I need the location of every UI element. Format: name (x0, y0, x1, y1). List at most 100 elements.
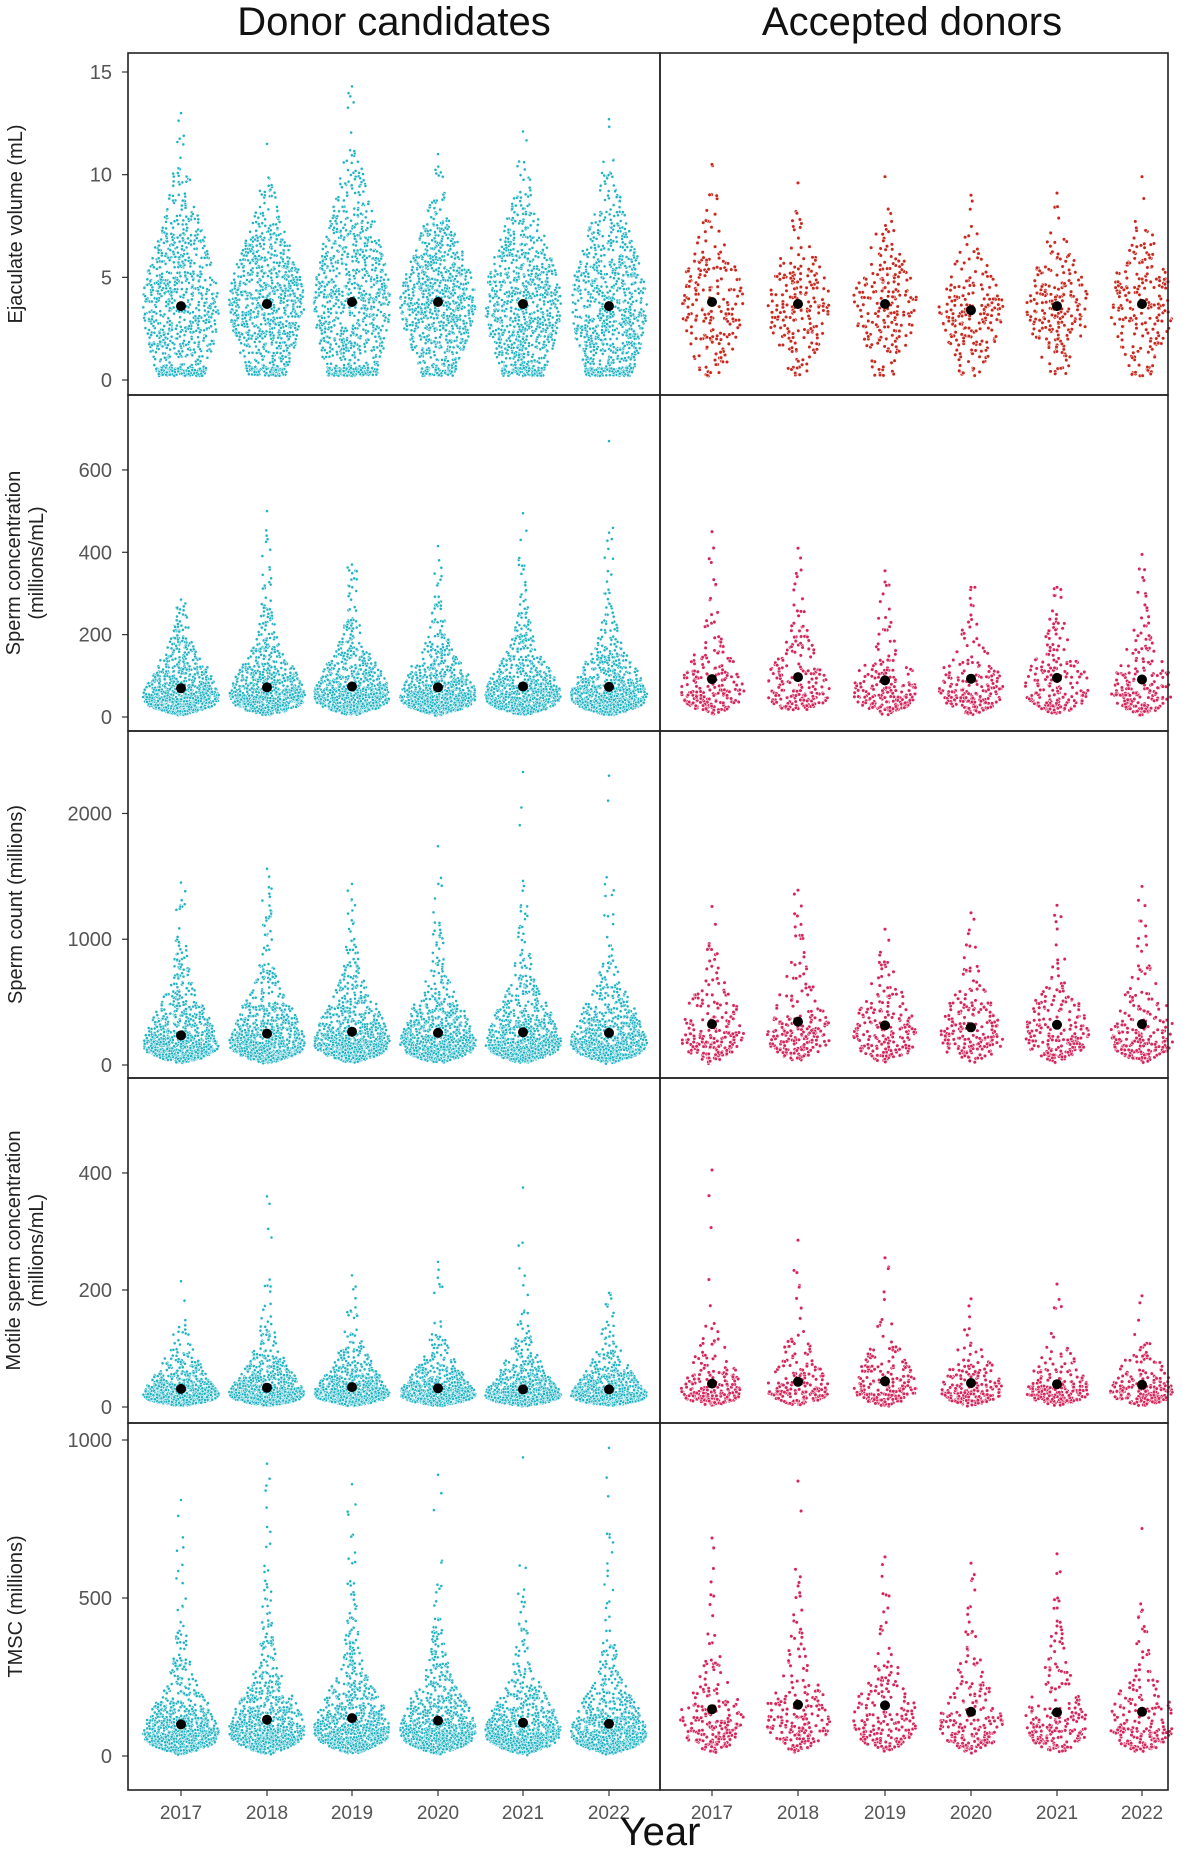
data-point (172, 306, 175, 309)
data-point (175, 282, 178, 285)
data-point (179, 264, 182, 267)
data-point (173, 347, 176, 350)
data-point (269, 233, 272, 236)
data-point (145, 298, 148, 301)
mean-marker-2017 (176, 301, 186, 311)
data-point (266, 275, 269, 278)
data-point (208, 320, 211, 323)
data-point (172, 261, 175, 264)
data-point (168, 197, 171, 200)
data-point (208, 304, 211, 307)
data-point (180, 288, 183, 291)
data-point (158, 244, 161, 247)
data-point (159, 278, 162, 281)
data-point (156, 240, 159, 243)
data-point (207, 310, 210, 313)
data-point (197, 218, 200, 221)
data-point (243, 336, 246, 339)
data-point (283, 230, 286, 233)
data-point (163, 292, 166, 295)
data-point (176, 246, 179, 249)
data-point (299, 300, 302, 303)
data-point (184, 206, 187, 209)
data-point (187, 372, 190, 375)
data-point (161, 260, 164, 263)
data-point (203, 244, 206, 247)
data-point (259, 334, 262, 337)
data-point (162, 287, 165, 290)
data-point (200, 297, 203, 300)
data-point (198, 265, 201, 268)
data-point (185, 229, 188, 232)
data-point (148, 336, 151, 339)
data-point (190, 337, 193, 340)
data-point (182, 293, 185, 296)
data-point (263, 190, 266, 193)
data-point (186, 353, 189, 356)
data-point (189, 262, 192, 265)
data-point (179, 275, 182, 278)
data-point (205, 292, 208, 295)
data-point (256, 281, 259, 284)
data-point (191, 311, 194, 314)
data-point (191, 354, 194, 357)
data-point (200, 256, 203, 259)
data-point (184, 258, 187, 261)
data-point (181, 255, 184, 258)
data-point (150, 318, 153, 321)
data-point (158, 332, 161, 335)
data-point (161, 373, 164, 376)
data-point (184, 343, 187, 346)
data-point (267, 312, 270, 315)
data-point (203, 309, 206, 312)
data-point (282, 249, 285, 252)
data-point (203, 256, 206, 259)
data-point (170, 232, 173, 235)
data-point (161, 229, 164, 232)
data-point (210, 316, 213, 319)
data-point (283, 284, 286, 287)
data-point (166, 240, 169, 243)
data-point (147, 269, 150, 272)
data-point (142, 306, 145, 309)
data-point (245, 320, 248, 323)
data-point (173, 266, 176, 269)
data-point (182, 143, 185, 146)
data-point (190, 298, 193, 301)
data-point (270, 253, 273, 256)
data-point (167, 290, 170, 293)
data-point (159, 358, 162, 361)
data-point (157, 257, 160, 260)
data-point (216, 292, 219, 295)
data-point (163, 356, 166, 359)
data-point (288, 357, 291, 360)
data-point (187, 327, 190, 330)
data-point (197, 341, 200, 344)
data-point (274, 249, 277, 252)
data-point (196, 214, 199, 217)
data-point (156, 334, 159, 337)
data-point (193, 247, 196, 250)
data-point (255, 289, 258, 292)
data-point (260, 193, 263, 196)
data-point (206, 253, 209, 256)
data-point (181, 199, 184, 202)
data-point (276, 209, 279, 212)
data-point (158, 340, 161, 343)
data-point (171, 194, 174, 197)
data-point (184, 326, 187, 329)
data-point (181, 363, 184, 366)
data-point (170, 335, 173, 338)
column-title-accepted: Accepted donors (762, 0, 1062, 44)
data-point (201, 355, 204, 358)
data-point (211, 330, 214, 333)
data-point (278, 270, 281, 273)
data-point (205, 335, 208, 338)
data-point (199, 230, 202, 233)
data-point (192, 270, 195, 273)
data-point (150, 293, 153, 296)
data-point (165, 214, 168, 217)
data-point (168, 355, 171, 358)
data-point (154, 351, 157, 354)
data-point (275, 275, 278, 278)
